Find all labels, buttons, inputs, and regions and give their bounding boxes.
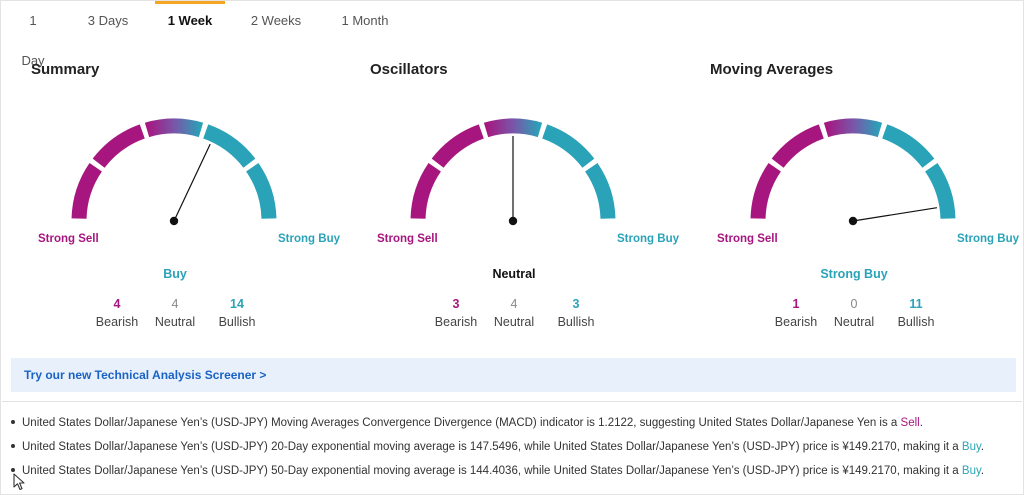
bearish-count: 4 [113, 297, 121, 311]
bullish-count: 3 [572, 297, 580, 311]
sell-segment [92, 124, 146, 168]
signal-counts: 3 Bearish 4 Neutral 3 Bullish [428, 297, 608, 337]
sell-segment [431, 124, 485, 168]
divider [2, 401, 1022, 402]
neutral-label: Neutral [493, 315, 535, 329]
buy-segment [202, 124, 256, 168]
indicator-notes: United States Dollar/Japanese Yen’s (USD… [11, 413, 1016, 485]
strong-sell-segment [410, 162, 442, 219]
strong-buy-label: Strong Buy [957, 233, 1019, 245]
gauge-needle-hub [508, 216, 518, 226]
strong-sell-label: Strong Sell [717, 233, 778, 245]
tab-3-days[interactable]: 3 Days [87, 13, 129, 28]
strong-buy-segment [584, 162, 616, 219]
screener-banner-link[interactable]: Try our new Technical Analysis Screener … [11, 358, 1016, 392]
panel-title: Oscillators [370, 61, 448, 78]
timeframe-tabs: 1 Day 3 Days 1 Week 2 Weeks 1 Month [1, 1, 1023, 68]
neutral-segment [144, 118, 204, 138]
neutral-segment [823, 118, 883, 138]
gauge-needle-hub [848, 216, 858, 226]
gauge-dial [71, 118, 277, 226]
neutral-segment [483, 118, 543, 138]
bearish-label: Bearish [95, 315, 139, 329]
bearish-label: Bearish [434, 315, 478, 329]
gauge-dial [410, 118, 616, 226]
buy-segment [541, 124, 595, 168]
gauge-verdict: Strong Buy [820, 267, 888, 281]
mouse-pointer-icon [13, 473, 25, 491]
tab-2-weeks[interactable]: 2 Weeks [250, 13, 302, 28]
bearish-count: 3 [452, 297, 460, 311]
gauge-dial [750, 118, 956, 226]
signal-link[interactable]: Buy [961, 441, 981, 453]
bullish-count: 11 [909, 297, 923, 311]
list-item: United States Dollar/Japanese Yen’s (USD… [11, 413, 1016, 437]
signal-link[interactable]: Sell [900, 417, 920, 429]
signal-counts: 1 Bearish 0 Neutral 11 Bullish [768, 297, 948, 337]
bullish-label: Bullish [897, 315, 935, 329]
neutral-label: Neutral [833, 315, 875, 329]
list-item: United States Dollar/Japanese Yen’s (USD… [11, 461, 1016, 485]
strong-sell-segment [750, 162, 782, 219]
signal-counts: 4 Bearish 4 Neutral 14 Bullish [89, 297, 269, 337]
strong-sell-segment [71, 162, 103, 219]
gauge-verdict: Buy [163, 267, 187, 281]
neutral-count: 4 [510, 297, 518, 311]
summary-gauge-panel: Summary Strong Sell Strong Buy Buy 4 Bear… [31, 57, 361, 347]
tab-1-day[interactable]: 1 Day [21, 13, 45, 68]
gauge-needle-hub [169, 216, 179, 226]
neutral-label: Neutral [154, 315, 196, 329]
note-text: United States Dollar/Japanese Yen’s (USD… [22, 441, 962, 453]
bullish-count: 14 [230, 297, 244, 311]
bullish-label: Bullish [218, 315, 256, 329]
screener-banner-label: Try our new Technical Analysis Screener … [24, 368, 267, 382]
neutral-count: 4 [171, 297, 179, 311]
panel-title: Moving Averages [710, 61, 834, 78]
bearish-label: Bearish [774, 315, 818, 329]
strong-sell-label: Strong Sell [38, 233, 99, 245]
sell-segment [771, 124, 825, 168]
strong-buy-segment [245, 162, 277, 219]
list-item: United States Dollar/Japanese Yen’s (USD… [11, 437, 1016, 461]
gauge-verdict: Neutral [492, 267, 536, 281]
tab-1-month[interactable]: 1 Month [341, 13, 389, 28]
gauge-needle [173, 143, 211, 222]
strong-sell-label: Strong Sell [377, 233, 438, 245]
bullish-label: Bullish [557, 315, 595, 329]
note-text: United States Dollar/Japanese Yen’s (USD… [22, 417, 901, 429]
gauge-needle [852, 207, 938, 222]
bearish-count: 1 [792, 297, 800, 311]
panel-title: Summary [31, 61, 100, 78]
note-text: United States Dollar/Japanese Yen’s (USD… [22, 465, 962, 477]
oscillators-gauge-panel: Oscillators Strong Sell Strong Buy Neutr… [370, 57, 700, 347]
strong-buy-label: Strong Buy [617, 233, 679, 245]
buy-segment [881, 124, 935, 168]
signal-link[interactable]: Buy [961, 465, 981, 477]
neutral-count: 0 [850, 297, 858, 311]
tab-1-week[interactable]: 1 Week [155, 1, 225, 41]
moving-averages-gauge-panel: Moving Averages Strong Sell Strong Buy S… [710, 57, 1024, 347]
strong-buy-label: Strong Buy [278, 233, 340, 245]
strong-buy-segment [924, 162, 956, 219]
